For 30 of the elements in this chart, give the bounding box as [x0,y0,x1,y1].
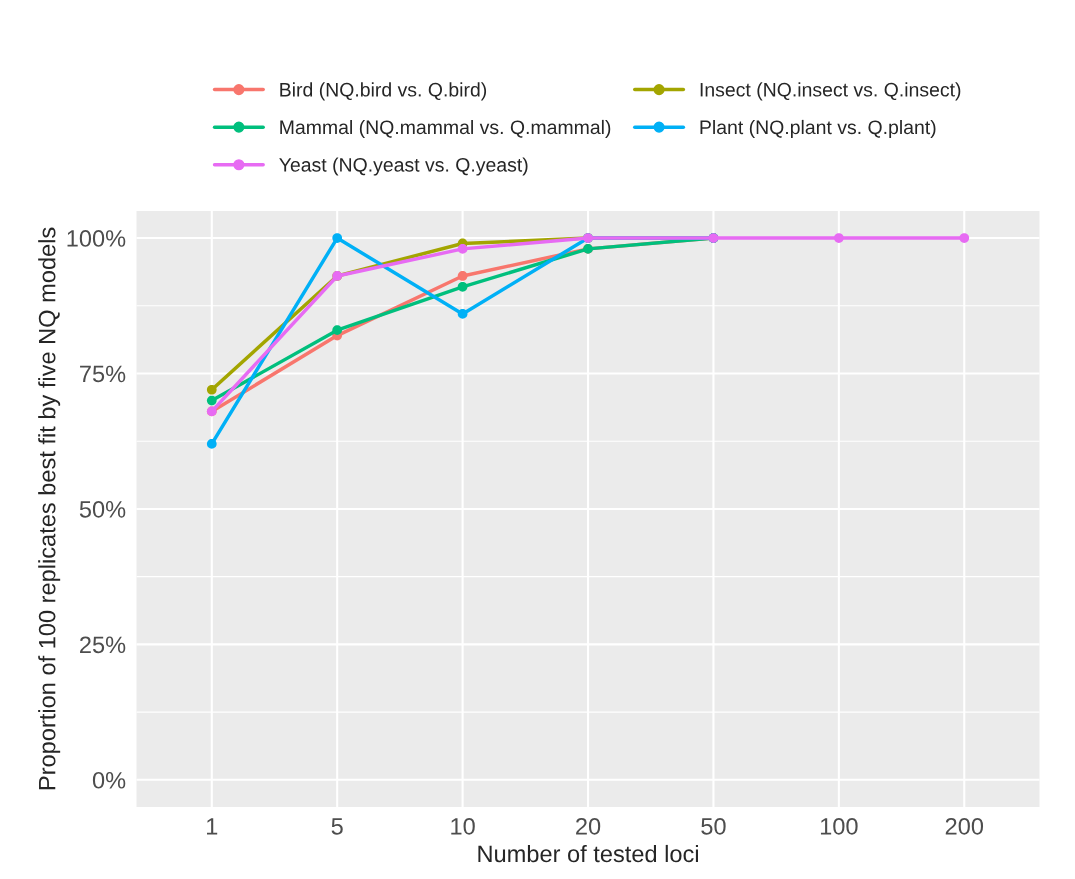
y-tick-label: 0% [92,771,126,789]
legend-label: Plant (NQ.plant vs. Q.plant) [700,119,936,139]
y-axis-title: Proportion of 100 replicates best fit by five NQ models [38,227,61,790]
legend-label: Bird (NQ.bird vs. Q.bird) [280,82,487,101]
point [332,233,343,243]
point [457,244,468,254]
y-tick-label: 100% [67,230,126,247]
x-tick-label: 5 [331,818,343,835]
legend-label: Mammal (NQ.mammal vs. Q.mammal) [280,119,611,138]
legend-label: Yeast (NQ.yeast vs. Q.yeast) [279,157,528,176]
x-tick-label: 10 [451,817,475,835]
x-tick-label: 20 [576,817,601,835]
point [457,281,468,292]
point [332,325,343,336]
x-tick-label: 50 [701,817,726,835]
legend-label: Insect (NQ.insect vs. Q.insect) [700,82,961,101]
point [834,233,844,243]
point [457,271,468,281]
x-axis-title: Number of tested loci [478,844,698,863]
point [457,309,468,319]
point [206,439,217,449]
x-tick-label: 200 [945,817,984,835]
y-tick-label: 75% [80,365,126,383]
point [206,384,217,395]
point [959,233,970,243]
y-tick-label: 50% [79,501,126,518]
x-tick-label: 100 [820,817,858,835]
x-tick-label: 1 [207,818,218,835]
point [206,395,217,406]
y-tick-label: 25% [80,636,126,654]
